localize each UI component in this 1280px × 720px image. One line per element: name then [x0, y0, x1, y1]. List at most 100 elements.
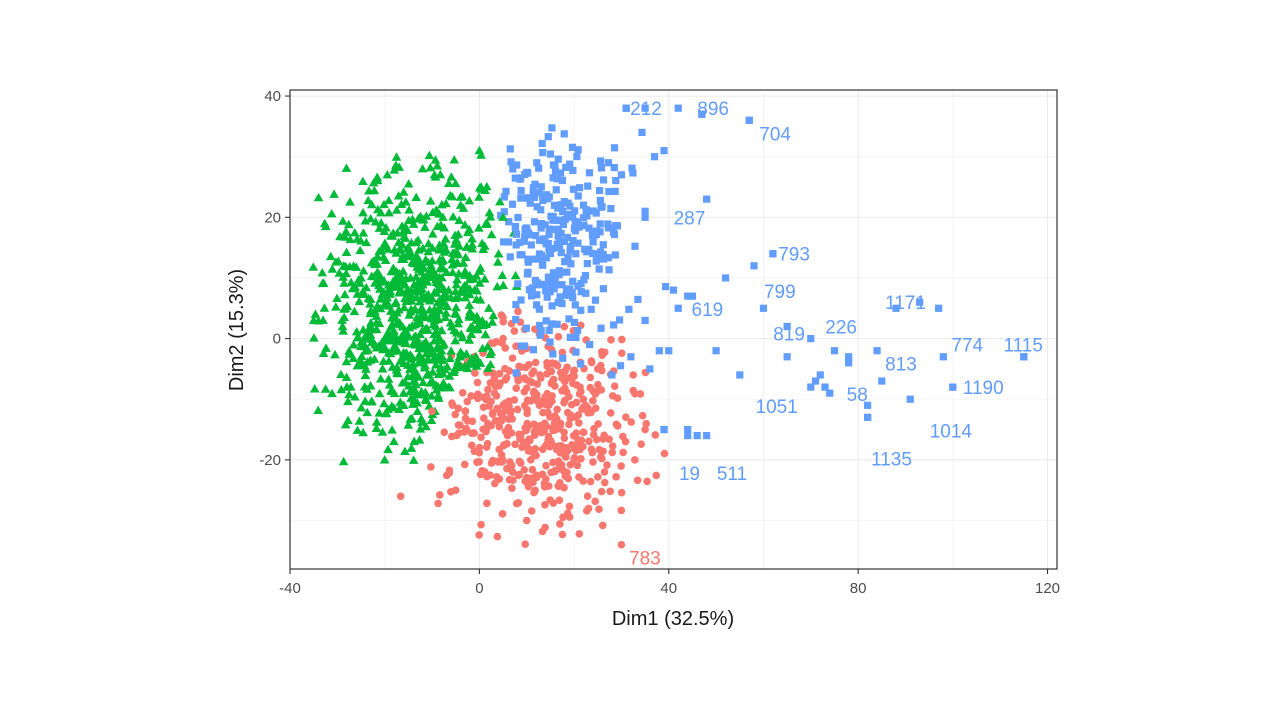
- data-point-circle: [577, 455, 585, 463]
- data-point-triangle: [471, 361, 482, 370]
- data-point-circle: [486, 471, 494, 479]
- data-points: [308, 104, 1028, 549]
- data-point-triangle: [414, 314, 424, 324]
- data-point-circle: [547, 367, 556, 376]
- data-point-triangle: [384, 208, 394, 217]
- data-point-square: [550, 201, 559, 209]
- data-point-triangle: [338, 261, 349, 270]
- data-point-triangle: [369, 185, 380, 195]
- data-point-square: [531, 276, 539, 284]
- data-point-circle: [526, 436, 534, 445]
- data-point-square: [520, 342, 529, 350]
- data-point-triangle: [474, 192, 484, 201]
- data-point-circle: [499, 334, 507, 343]
- data-point-circle: [477, 433, 485, 442]
- data-point-triangle: [391, 205, 402, 214]
- data-point-triangle: [406, 248, 416, 258]
- data-point-triangle: [414, 350, 425, 359]
- data-point-triangle: [427, 229, 438, 238]
- data-point-triangle: [455, 286, 466, 295]
- data-point-circle: [586, 373, 595, 382]
- data-point-triangle: [431, 380, 441, 389]
- data-point-circle: [490, 339, 498, 347]
- data-point-triangle: [362, 407, 373, 417]
- data-point-square: [816, 371, 824, 379]
- data-point-triangle: [358, 176, 368, 186]
- data-point-triangle: [413, 235, 423, 244]
- data-point-triangle: [371, 311, 382, 320]
- data-point-circle: [636, 390, 645, 398]
- data-point-square: [544, 283, 552, 291]
- data-point-circle: [565, 420, 573, 429]
- data-point-square: [572, 333, 580, 342]
- data-point-triangle: [378, 252, 389, 261]
- data-point-circle: [458, 388, 467, 397]
- data-point-circle: [549, 375, 558, 384]
- data-point-triangle: [377, 364, 388, 373]
- data-point-triangle: [403, 242, 414, 252]
- data-point-square: [864, 401, 872, 409]
- data-point-square: [622, 104, 630, 112]
- data-point-square: [599, 250, 607, 259]
- point-label: 1051: [756, 397, 798, 418]
- data-point-triangle: [377, 427, 388, 436]
- data-point-square: [500, 238, 508, 246]
- data-point-square: [631, 242, 639, 250]
- data-point-square: [506, 145, 514, 153]
- data-point-triangle: [426, 264, 436, 273]
- data-point-triangle: [359, 360, 370, 370]
- data-point-triangle: [341, 247, 352, 257]
- data-point-square: [660, 147, 668, 155]
- data-point-triangle: [419, 263, 429, 272]
- data-point-square: [538, 139, 546, 148]
- data-point-square: [595, 186, 604, 195]
- data-point-triangle: [437, 340, 448, 350]
- data-point-triangle: [341, 356, 352, 366]
- data-point-square: [591, 296, 600, 304]
- y-tick-label: 0: [273, 331, 281, 348]
- data-point-circle: [618, 349, 626, 358]
- data-point-circle: [512, 499, 521, 508]
- data-point-square: [549, 269, 558, 277]
- data-point-square: [811, 377, 820, 385]
- data-point-circle: [589, 430, 598, 439]
- data-point-square: [544, 133, 552, 141]
- data-point-square: [612, 176, 620, 185]
- data-point-triangle: [355, 245, 365, 255]
- data-point-square: [585, 224, 593, 232]
- data-point-triangle: [434, 245, 444, 254]
- data-point-square: [539, 148, 547, 157]
- data-point-circle: [513, 405, 522, 414]
- data-point-circle: [555, 460, 564, 468]
- data-point-triangle: [400, 378, 411, 387]
- data-point-square: [554, 232, 562, 240]
- data-point-circle: [607, 336, 615, 344]
- data-point-circle: [603, 461, 611, 469]
- data-point-triangle: [481, 319, 492, 329]
- data-point-triangle: [477, 238, 487, 247]
- data-point-square: [550, 285, 558, 293]
- data-point-circle: [556, 520, 564, 528]
- point-label: 287: [674, 208, 706, 229]
- data-point-triangle: [467, 322, 477, 331]
- data-point-circle: [651, 431, 660, 439]
- data-point-square: [669, 286, 678, 294]
- data-point-circle: [508, 354, 517, 362]
- data-point-circle: [563, 509, 572, 518]
- data-point-square: [605, 266, 613, 274]
- data-point-triangle: [330, 349, 340, 359]
- data-point-circle: [514, 471, 523, 480]
- data-point-circle: [531, 358, 540, 367]
- data-point-square: [864, 413, 872, 422]
- data-point-square: [549, 216, 557, 224]
- data-point-triangle: [365, 381, 376, 390]
- data-point-triangle: [414, 296, 425, 306]
- data-point-square: [641, 104, 649, 112]
- data-point-square: [555, 267, 563, 275]
- data-point-square: [611, 251, 619, 259]
- data-point-square: [557, 201, 565, 209]
- data-point-square: [589, 207, 597, 215]
- data-point-square: [564, 253, 572, 262]
- data-point-square: [546, 277, 554, 285]
- data-point-circle: [556, 449, 565, 457]
